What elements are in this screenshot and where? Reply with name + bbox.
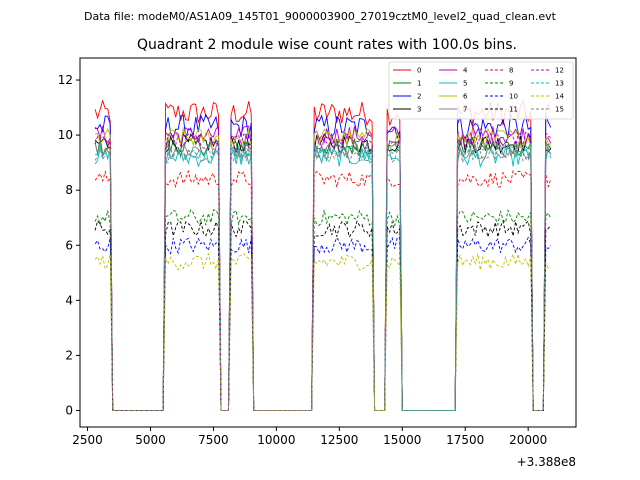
series-line-14 [94,251,551,411]
plot-area [94,99,552,411]
axes: 2500 5000 7500 10000 12500 15000 17500 20000 0 2 4… [58,73,548,447]
y-tick-label: 4 [65,293,73,307]
legend-box [388,61,574,120]
series-line-5 [94,146,552,411]
legend-label-12: 12 [555,67,564,75]
x-offset-label: +3.388e8 [517,455,576,469]
chart-title: Quadrant 2 module wise count rates with … [137,37,517,53]
x-tick-label: 5000 [135,433,166,447]
series-line-9 [94,208,552,411]
legend-label-15: 15 [555,106,564,114]
y-tick-label: 6 [65,238,73,252]
series-line-15 [94,144,552,411]
x-tick-label: 7500 [198,433,229,447]
chart-suptitle: Data file: modeM0/AS1A09_145T01_90000039… [84,10,557,23]
legend-label-6: 6 [463,93,468,101]
series-line-4 [94,125,552,411]
x-tick-label: 20000 [509,433,547,447]
legend-label-10: 10 [509,93,518,101]
x-tick-label: 10000 [257,433,295,447]
y-tick-label: 12 [58,73,73,87]
y-tick-label: 10 [58,128,73,142]
legend-label-5: 5 [463,80,467,88]
legend-label-1: 1 [417,80,421,88]
legend-label-7: 7 [463,106,467,114]
legend-label-13: 13 [555,80,564,88]
series-line-6 [95,126,552,411]
y-tick-label: 8 [65,183,73,197]
legend-label-3: 3 [417,106,421,114]
legend-label-8: 8 [509,67,513,75]
legend-label-0: 0 [417,67,421,75]
legend-label-14: 14 [555,93,564,101]
y-tick-label: 2 [65,348,73,362]
x-tick-label: 15000 [383,433,421,447]
series-line-3 [94,132,552,411]
series-line-12 [94,131,551,411]
x-tick-label: 17500 [446,433,484,447]
legend-label-11: 11 [509,106,518,114]
series-line-10 [94,236,552,411]
legend-label-9: 9 [509,80,513,88]
legend-label-4: 4 [463,67,468,75]
x-tick-label: 12500 [320,433,358,447]
x-tick-label: 2500 [72,433,103,447]
series-line-11 [94,219,552,411]
y-tick-label: 0 [65,403,73,417]
legend-label-2: 2 [417,93,421,101]
series-line-8 [94,169,552,411]
plot-frame [79,57,577,428]
series-line-2 [95,113,552,411]
